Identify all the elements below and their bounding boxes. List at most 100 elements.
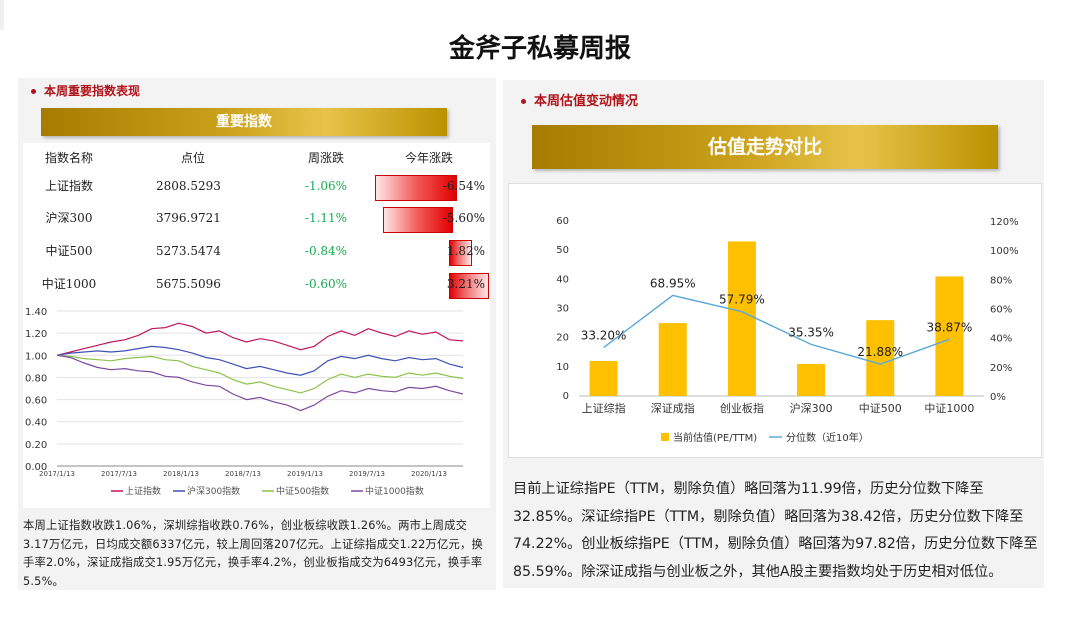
series-line-1 <box>56 345 464 376</box>
y-tick-label: 1.40 <box>25 307 47 318</box>
valuation-banner: 估值走势对比 <box>532 125 998 169</box>
row-week: -0.84% <box>304 244 348 258</box>
right-summary: 目前上证综指PE（TTM，剔除负值）略回落为11.99倍，历史分位数下降至32.… <box>513 481 1038 580</box>
y-tick-label: 40 <box>556 274 569 285</box>
bullet-icon <box>521 99 526 104</box>
header-point: 点位 <box>181 151 206 165</box>
data-label: 21.88% <box>857 345 903 359</box>
y2-tick-label: 20% <box>990 363 1012 374</box>
bullet-icon <box>31 89 36 94</box>
y2-tick-label: 40% <box>990 334 1012 345</box>
bar <box>935 276 964 396</box>
table-header: 指数名称 点位 周涨跌 今年涨跌 <box>23 143 490 173</box>
y2-tick-label: 120% <box>990 217 1019 228</box>
y-tick-label: 0.20 <box>25 440 47 451</box>
page-edge <box>0 0 4 30</box>
row-ytd: -5.60% <box>442 211 485 225</box>
ytd-bar <box>449 240 472 266</box>
table-row: 中证500 5273.5474 -0.84% 1.82% <box>23 236 490 266</box>
y-tick-label: 50 <box>556 245 569 256</box>
page-title: 金斧子私募周报 <box>448 34 631 64</box>
bar <box>589 361 618 396</box>
row-week: -1.06% <box>304 179 348 193</box>
series-line-0 <box>56 322 464 356</box>
bar <box>658 323 687 396</box>
index-banner: 重要指数 <box>41 108 447 136</box>
x-tick-label: 2018/1/13 <box>163 470 199 478</box>
y2-tick-label: 0% <box>990 392 1006 403</box>
data-label: 57.79% <box>719 293 765 307</box>
row-ytd: 1.82% <box>446 244 485 258</box>
y2-tick-label: 60% <box>990 305 1012 316</box>
series-line-3 <box>56 354 464 412</box>
row-point: 5273.5474 <box>156 244 221 258</box>
data-label: 68.95% <box>650 276 696 290</box>
legend-swatch <box>661 433 669 441</box>
category-label: 上证综指 <box>582 401 626 415</box>
bar-chart-svg: 0 10 20 30 40 50 60 0% 20% 40% 60% 80% 100% 120% 上证综指 深… <box>556 216 1019 444</box>
right-section-label: 本周估值变动情况 <box>534 94 639 109</box>
y2-tick-label: 80% <box>990 275 1012 286</box>
percentile-line <box>603 294 950 365</box>
y-tick-label: 0.60 <box>25 396 47 407</box>
y2-tick-label: 100% <box>990 246 1019 257</box>
y-tick-label: 1.20 <box>25 329 47 340</box>
bar <box>797 363 826 396</box>
bar <box>727 241 756 396</box>
legend-label: 中证1000指数 <box>365 485 424 497</box>
header-name: 指数名称 <box>44 151 93 165</box>
row-name: 中证500 <box>45 244 93 258</box>
y-tick-label: 60 <box>556 216 569 227</box>
x-tick-label: 2020/1/13 <box>411 470 447 478</box>
table-row: 上证指数 2808.5293 -1.06% -6.54% <box>23 171 490 201</box>
category-label: 中证500 <box>859 402 902 415</box>
line-chart-svg: 0.00 0.20 0.40 0.60 0.80 1.00 1.20 1.40 2017/1/1… <box>25 307 464 497</box>
ytd-bar <box>375 175 457 201</box>
row-ytd: -6.54% <box>442 179 485 193</box>
right-section-title: 本周估值变动情况 <box>521 90 638 109</box>
legend-label: 沪深300指数 <box>187 485 240 497</box>
y-tick-label: 0 <box>563 391 569 402</box>
y-tick-label: 20 <box>556 333 569 344</box>
row-week: -0.60% <box>304 277 348 291</box>
y-tick-label: 0.80 <box>25 373 47 384</box>
row-ytd: 3.21% <box>446 277 485 291</box>
index-line-chart: 0.00 0.20 0.40 0.60 0.80 1.00 1.20 1.40 2017/1/1… <box>23 303 490 508</box>
data-label: 35.35% <box>788 325 834 339</box>
x-tick-label: 2017/7/13 <box>101 470 137 478</box>
y-tick-label: 30 <box>556 304 569 315</box>
left-section-label: 本周重要指数表现 <box>44 84 141 98</box>
category-label: 深证成指 <box>651 401 695 415</box>
x-tick-label: 2019/7/13 <box>349 470 385 478</box>
row-name: 沪深300 <box>45 211 93 225</box>
row-week: -1.11% <box>304 211 348 225</box>
category-label: 沪深300 <box>790 401 833 415</box>
row-name: 上证指数 <box>44 179 93 193</box>
row-point: 2808.5293 <box>156 179 221 193</box>
valuation-bar-chart: 0 10 20 30 40 50 60 0% 20% 40% 60% 80% 100% 120% 上证综指 深… <box>508 183 1042 458</box>
left-section-title: 本周重要指数表现 <box>31 82 140 99</box>
legend-label: 分位数（近10年） <box>786 431 869 444</box>
left-summary: 本周上证指数收跌1.06%，深圳综指收跌0.76%，创业板综收跌1.26%。两市… <box>23 519 484 588</box>
y-tick-label: 0.00 <box>25 462 47 473</box>
legend-label: 当前估值(PE/TTM) <box>673 431 757 444</box>
x-tick-label: 2018/7/13 <box>225 470 261 478</box>
data-label: 33.20% <box>581 329 627 343</box>
row-point: 5675.5096 <box>156 277 221 291</box>
legend-label: 中证500指数 <box>276 485 329 497</box>
header-ytd: 今年涨跌 <box>404 151 453 165</box>
data-label: 38.87% <box>927 320 973 334</box>
y-tick-label: 0.40 <box>25 418 47 429</box>
ytd-bar <box>383 207 453 233</box>
header-week: 周涨跌 <box>307 151 344 165</box>
category-label: 中证1000 <box>924 402 974 415</box>
bar <box>866 320 895 396</box>
x-tick-label: 2017/1/13 <box>39 470 75 478</box>
table-row: 中证1000 5675.5096 -0.60% 3.21% <box>23 269 490 299</box>
legend-label: 上证指数 <box>125 485 161 497</box>
category-label: 创业板指 <box>720 401 764 415</box>
table-row: 沪深300 3796.9721 -1.11% -5.60% <box>23 203 490 233</box>
y-tick-label: 1.00 <box>25 351 47 362</box>
row-point: 3796.9721 <box>156 211 221 225</box>
x-tick-label: 2019/1/13 <box>287 470 323 478</box>
